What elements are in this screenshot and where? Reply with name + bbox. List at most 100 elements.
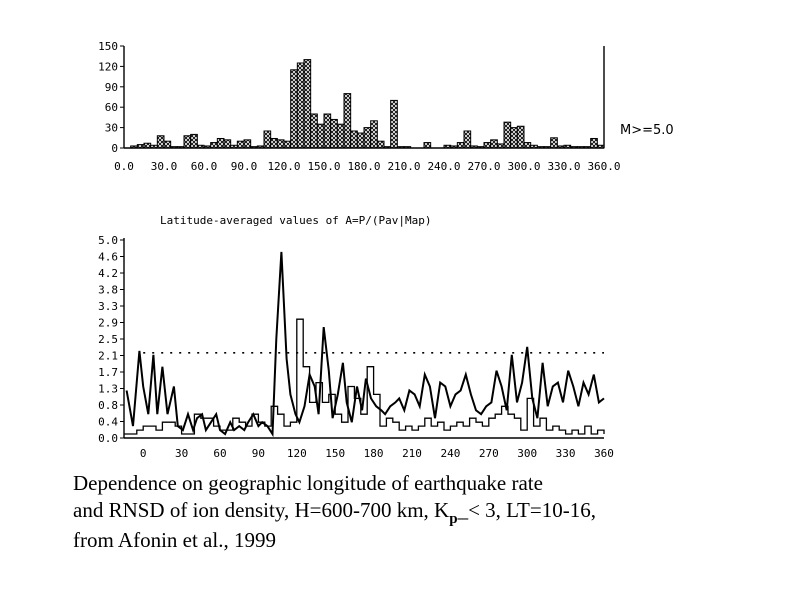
x-tick-label: 90 — [252, 447, 265, 460]
y-tick-label: 30 — [105, 122, 118, 135]
series-jagged-line — [125, 251, 605, 438]
y-tick-labels: 0.0 0.4 0.8 1.3 1.7 2.1 2.5 2.9 3.3 3.8 4.2 4.6 5.0 — [98, 234, 124, 445]
x-tick-label: 120 — [287, 447, 307, 460]
histogram-bar — [330, 118, 338, 149]
histogram-bar — [190, 133, 198, 149]
x-tick-label: 330 — [556, 447, 576, 460]
y-tick-label: 0 — [111, 142, 118, 155]
y-tick-label: 150 — [98, 40, 118, 53]
y-tick-label: 0.4 — [98, 416, 118, 429]
magnitude-annotation: M>=5.0 — [620, 123, 674, 138]
x-tick-label: 60.0 — [191, 160, 218, 173]
histogram-bar — [183, 135, 192, 149]
x-tick-label: 300.0 — [507, 160, 540, 173]
histogram-bar — [236, 140, 245, 149]
histogram-bars — [130, 59, 605, 149]
x-tick-label: 210 — [402, 447, 422, 460]
x-tick-label: 30 — [175, 447, 188, 460]
histogram-bar — [490, 139, 498, 149]
x-tick-label: 30.0 — [151, 160, 178, 173]
x-tick-label: 150.0 — [307, 160, 340, 173]
caption-line-2-text: and RNSD of ion density, H=600-700 km, K — [73, 498, 450, 522]
histogram-bar — [456, 142, 465, 149]
histogram-bar — [163, 140, 172, 149]
y-tick-label: 60 — [105, 101, 118, 114]
histogram-bar — [483, 142, 492, 149]
histogram-bar — [376, 140, 385, 149]
y-tick-label: 1.3 — [98, 383, 118, 396]
histogram-bar — [510, 127, 518, 149]
histogram-bar — [503, 121, 512, 149]
histogram-bar — [270, 137, 278, 149]
x-tick-label: 240 — [440, 447, 460, 460]
caption-line-3: from Afonin et al., 1999 — [73, 528, 276, 552]
histogram-bar — [343, 93, 352, 149]
caption-line-2-tail: _< 3, LT=10-16, — [457, 498, 596, 522]
y-tick-label: 4.6 — [98, 251, 118, 264]
y-tick-label: 2.5 — [98, 333, 118, 346]
chart-title: Latitude-averaged values of A=P/(Pav|Map… — [160, 214, 432, 227]
y-tick-label: 2.9 — [98, 317, 118, 330]
histogram-bar — [156, 135, 165, 149]
x-tick-label: 330.0 — [547, 160, 580, 173]
x-tick-label: 180.0 — [347, 160, 380, 173]
y-tick-label: 4.2 — [98, 267, 118, 280]
y-tick-label: 0.8 — [98, 399, 118, 412]
caption-kp-subscript: p — [449, 511, 458, 527]
histogram-bar — [296, 62, 305, 149]
histogram-bar — [390, 99, 398, 149]
histogram-bar — [276, 139, 285, 149]
y-tick-label: 3.3 — [98, 300, 118, 313]
x-tick-label: 0.0 — [114, 160, 134, 173]
x-tick-labels: 0.0 30.0 60.0 90.0 120.0 150.0 180.0 210.0 240.0… — [114, 160, 621, 173]
x-tick-label: 120.0 — [267, 160, 300, 173]
x-tick-label: 0 — [140, 447, 147, 460]
figure-caption: Dependence on geographic longitude of ea… — [73, 470, 773, 554]
x-tick-label: 300 — [517, 447, 537, 460]
histogram-bar — [350, 130, 358, 149]
rnsd-line-chart: Latitude-averaged values of A=P/(Pav|Map… — [98, 214, 614, 460]
y-tick-label: 2.1 — [98, 350, 118, 363]
histogram-bar — [316, 123, 325, 149]
caption-line-2: and RNSD of ion density, H=600-700 km, K… — [73, 497, 773, 527]
x-tick-label: 60 — [213, 447, 226, 460]
y-tick-label: 5.0 — [98, 234, 118, 247]
x-tick-label: 150 — [325, 447, 345, 460]
histogram-bar — [336, 123, 345, 149]
histogram-bar — [223, 139, 232, 149]
x-tick-label: 210.0 — [387, 160, 420, 173]
histogram-bar — [283, 140, 292, 149]
histogram-bar — [303, 59, 312, 149]
histogram-bar — [290, 69, 298, 149]
series-step-line — [124, 318, 605, 435]
histogram-bar — [243, 139, 252, 149]
histogram-bar — [310, 113, 318, 149]
histogram-bar — [516, 125, 525, 149]
histogram-bar — [210, 142, 218, 149]
x-tick-label: 360 — [594, 447, 614, 460]
x-tick-labels: 0 30 60 90 120 150 180 210 240 270 300 330 360 — [140, 447, 614, 460]
histogram-bar — [363, 127, 372, 149]
figure-canvas: 0 30 60 90 120 150 0.0 30.0 60.0 90.0 120.0 150.0 1… — [98, 40, 674, 460]
histogram-bar — [463, 130, 472, 149]
x-tick-label: 270.0 — [467, 160, 500, 173]
x-tick-label: 240.0 — [427, 160, 460, 173]
histogram-bar — [263, 130, 272, 149]
y-tick-label: 0.0 — [98, 432, 118, 445]
histogram-bar — [356, 132, 365, 149]
histogram-bar — [590, 137, 598, 149]
y-tick-label: 1.7 — [98, 366, 118, 379]
earthquake-histogram: 0 30 60 90 120 150 0.0 30.0 60.0 90.0 120.0 150.0 1… — [98, 40, 674, 173]
histogram-bar — [523, 142, 532, 149]
y-tick-label: 120 — [98, 60, 118, 73]
y-tick-labels: 0 30 60 90 120 150 — [98, 40, 124, 155]
x-tick-label: 360.0 — [587, 160, 620, 173]
caption-line-1: Dependence on geographic longitude of ea… — [73, 471, 543, 495]
x-tick-label: 270 — [479, 447, 499, 460]
x-tick-label: 90.0 — [231, 160, 258, 173]
histogram-bar — [550, 137, 558, 149]
histogram-bar — [143, 142, 152, 149]
histogram-bar — [423, 142, 432, 149]
histogram-bar — [370, 120, 378, 149]
histogram-bar — [216, 137, 225, 149]
